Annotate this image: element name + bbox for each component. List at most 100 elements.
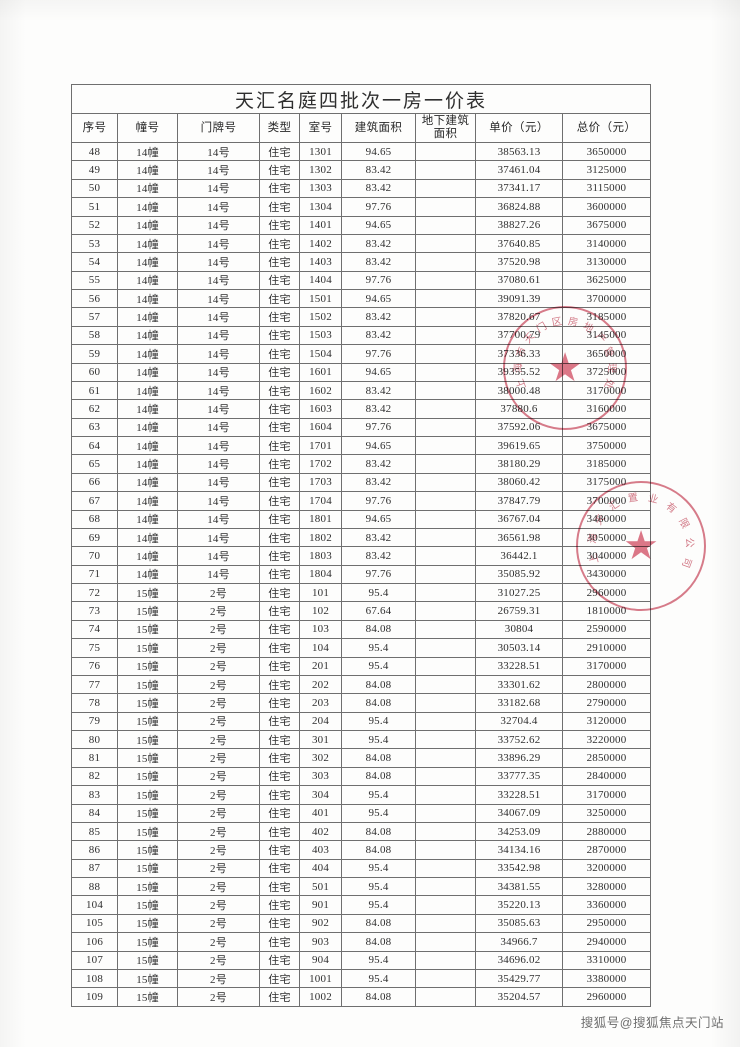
cell-r39-c8: 3200000 [561, 858, 652, 879]
cell-r28-c0: 76 [71, 656, 118, 676]
cell-r9-c0: 57 [71, 307, 118, 327]
column-header-4: 室号 [299, 113, 342, 143]
cell-r33-c8: 2850000 [561, 748, 652, 768]
cell-r34-c6 [415, 766, 476, 787]
cell-r9-c5: 83.42 [341, 307, 416, 327]
cell-r8-c5: 94.65 [341, 288, 416, 309]
cell-r43-c6 [415, 932, 476, 952]
cell-r27-c0: 75 [71, 638, 118, 658]
cell-r33-c3: 住宅 [259, 748, 300, 768]
cell-r13-c2: 14号 [177, 380, 260, 401]
cell-r0-c4: 1301 [299, 141, 342, 162]
cell-r28-c3: 住宅 [259, 656, 300, 676]
cell-r2-c7: 37341.17 [475, 178, 563, 199]
cell-r12-c3: 住宅 [259, 362, 300, 382]
cell-r33-c5: 84.08 [341, 748, 416, 768]
cell-r15-c8: 3675000 [561, 417, 652, 438]
cell-r34-c8: 2840000 [561, 766, 652, 787]
cell-r12-c0: 60 [71, 362, 118, 382]
cell-r13-c7: 38000.48 [475, 380, 563, 401]
cell-r38-c2: 2号 [177, 840, 260, 860]
cell-r36-c2: 2号 [177, 803, 260, 823]
cell-r42-c7: 35085.63 [475, 913, 563, 934]
table-row: 49 14幢 14号 住宅 1302 83.42 37461.04 3125000 [71, 160, 652, 180]
cell-r33-c2: 2号 [177, 748, 260, 768]
cell-r29-c0: 77 [71, 674, 118, 695]
table-row: 69 14幢 14号 住宅 1802 83.42 36561.98 3050000 [71, 527, 652, 548]
cell-r3-c7: 36824.88 [475, 197, 563, 217]
cell-r8-c3: 住宅 [259, 288, 300, 309]
cell-r29-c7: 33301.62 [475, 674, 563, 695]
cell-r24-c8: 2960000 [561, 582, 652, 603]
cell-r31-c4: 204 [299, 711, 342, 732]
cell-r2-c8: 3115000 [561, 178, 652, 199]
table-row: 63 14幢 14号 住宅 1604 97.76 37592.06 3675000 [71, 417, 652, 438]
cell-r25-c7: 26759.31 [475, 601, 563, 621]
cell-r4-c6 [415, 215, 476, 235]
cell-r8-c1: 14幢 [117, 288, 178, 309]
cell-r1-c5: 83.42 [341, 160, 416, 180]
cell-r0-c8: 3650000 [561, 141, 652, 162]
cell-r21-c8: 3050000 [561, 527, 652, 548]
cell-r31-c1: 15幢 [117, 711, 178, 732]
cell-r5-c1: 14幢 [117, 233, 178, 254]
cell-r2-c2: 14号 [177, 178, 260, 199]
column-header-5: 建筑面积 [341, 113, 416, 143]
cell-r12-c8: 3725000 [561, 362, 652, 382]
cell-r10-c8: 3145000 [561, 325, 652, 346]
cell-r26-c2: 2号 [177, 619, 260, 640]
cell-r23-c0: 71 [71, 564, 118, 585]
cell-r34-c2: 2号 [177, 766, 260, 787]
cell-r31-c7: 32704.4 [475, 711, 563, 732]
cell-r46-c3: 住宅 [259, 987, 300, 1007]
column-header-3: 类型 [259, 113, 300, 143]
cell-r17-c0: 65 [71, 454, 118, 474]
cell-r35-c8: 3170000 [561, 785, 652, 805]
cell-r14-c6 [415, 399, 476, 419]
cell-r28-c1: 15幢 [117, 656, 178, 676]
cell-r14-c7: 37880.6 [475, 399, 563, 419]
cell-r40-c8: 3280000 [561, 876, 652, 897]
cell-r34-c7: 33777.35 [475, 766, 563, 787]
cell-r40-c7: 34381.55 [475, 876, 563, 897]
seal-ring-char: 有 [663, 500, 679, 516]
cell-r1-c0: 49 [71, 160, 118, 180]
cell-r23-c6 [415, 564, 476, 585]
cell-r3-c2: 14号 [177, 197, 260, 217]
table-head: 天汇名庭四批次一房一价表 序号 幢号 门牌号 类型 室号 建筑面积 地下建筑面积 单价（元）总… [70, 84, 652, 143]
cell-r42-c6 [415, 913, 476, 934]
cell-r11-c2: 14号 [177, 344, 260, 364]
cell-r34-c0: 82 [71, 766, 118, 787]
cell-r42-c8: 2950000 [561, 913, 652, 934]
cell-r7-c5: 97.76 [341, 270, 416, 291]
cell-r22-c1: 14幢 [117, 546, 178, 566]
cell-r36-c6 [415, 803, 476, 823]
table-row: 107 15幢 2号 住宅 904 95.4 34696.02 3310000 [71, 950, 652, 970]
cell-r43-c3: 住宅 [259, 932, 300, 952]
cell-r40-c4: 501 [299, 876, 342, 897]
cell-r43-c8: 2940000 [561, 932, 652, 952]
cell-r20-c2: 14号 [177, 509, 260, 529]
cell-r42-c1: 15幢 [117, 913, 178, 934]
table-row: 68 14幢 14号 住宅 1801 94.65 36767.04 3480000 [71, 509, 652, 529]
cell-r36-c1: 15幢 [117, 803, 178, 823]
table-row: 58 14幢 14号 住宅 1503 83.42 37700.79 3145000 [71, 325, 652, 346]
cell-r37-c8: 2880000 [561, 821, 652, 842]
cell-r17-c4: 1702 [299, 454, 342, 474]
cell-r42-c5: 84.08 [341, 913, 416, 934]
cell-r36-c3: 住宅 [259, 803, 300, 823]
cell-r18-c8: 3175000 [561, 472, 652, 493]
cell-r32-c6 [415, 729, 476, 750]
cell-r18-c3: 住宅 [259, 472, 300, 493]
cell-r6-c3: 住宅 [259, 252, 300, 272]
cell-r45-c7: 35429.77 [475, 968, 563, 989]
table-row: 105 15幢 2号 住宅 902 84.08 35085.63 2950000 [71, 913, 652, 934]
cell-r25-c1: 15幢 [117, 601, 178, 621]
cell-r46-c0: 109 [71, 987, 118, 1007]
cell-r12-c7: 39355.52 [475, 362, 563, 382]
cell-r40-c3: 住宅 [259, 876, 300, 897]
cell-r10-c0: 58 [71, 325, 118, 346]
cell-r32-c3: 住宅 [259, 729, 300, 750]
cell-r8-c0: 56 [71, 288, 118, 309]
cell-r39-c1: 15幢 [117, 858, 178, 879]
